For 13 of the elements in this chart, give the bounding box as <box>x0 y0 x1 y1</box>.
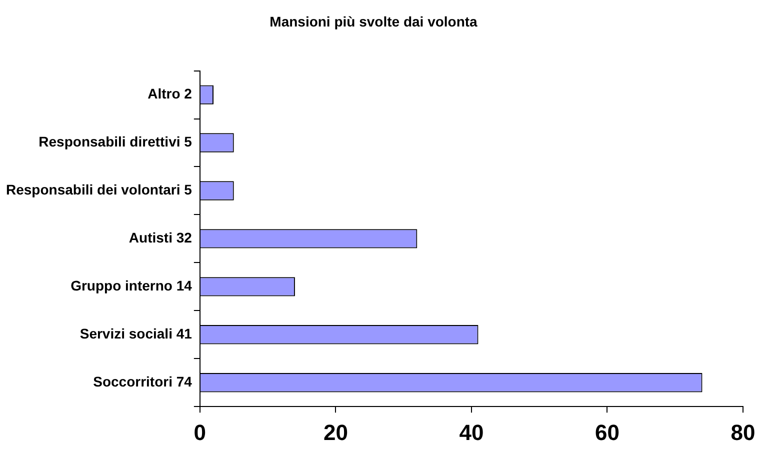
y-tick-label: Responsabili dei volontari 5 <box>6 182 192 198</box>
x-tick-label: 20 <box>323 420 348 445</box>
x-tick-label: 40 <box>459 420 484 445</box>
x-tick-label: 60 <box>594 420 620 445</box>
x-tick-label: 80 <box>730 420 756 445</box>
y-tick-label: Soccorritori 74 <box>93 373 192 390</box>
y-tick-label: Servizi sociali 41 <box>80 326 192 342</box>
y-tick-label: Altro 2 <box>148 86 192 102</box>
y-tick-label: Autisti 32 <box>128 230 192 246</box>
y-tick-label: Responsabili direttivi 5 <box>38 134 192 150</box>
x-tick-label: 0 <box>194 420 206 445</box>
chart-title: Mansioni più svolte dai volonta <box>270 13 478 30</box>
y-tick-label: Gruppo interno 14 <box>70 278 192 294</box>
